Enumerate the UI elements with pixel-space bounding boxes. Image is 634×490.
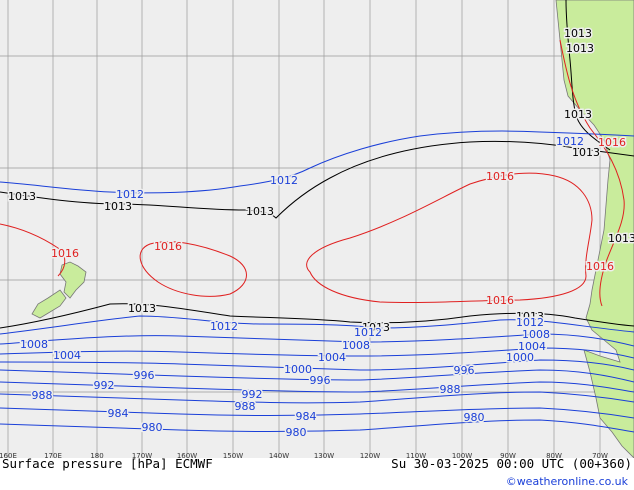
isobar-label-988: 988 [440,383,461,396]
isobar-984 [0,407,634,419]
isobar-label-988: 988 [235,400,256,413]
isobar-label-992: 992 [242,388,263,401]
longitude-label: 90W [500,452,516,460]
isobar-label-996: 996 [310,374,331,387]
longitude-labels: 160E 170E 180 170W 160W 150W 140W 130W 120W 110W 1… [0,452,634,464]
isobar-label-1012: 1012 [354,326,382,339]
longitude-label: 100W [451,452,473,460]
isobar-988 [0,391,634,404]
graticule [0,0,634,458]
longitude-label: 80W [546,452,562,460]
isobars [0,0,634,433]
isobar-label-996: 996 [134,369,155,382]
isobar-label-992: 992 [94,379,115,392]
isobar-label-1012: 1012 [556,135,584,148]
isobar-label-1012: 1012 [210,320,238,333]
isobar-label-1013: 1013 [246,205,274,218]
isobar-1016-coast [559,39,625,307]
isobar-label-1013: 1013 [104,200,132,213]
isobar-980 [0,419,634,433]
landmasses [31,0,634,458]
longitude-label: 160W [176,452,198,460]
isobar-label-1013: 1013 [572,146,600,159]
longitude-label: 140W [268,452,290,460]
isobar-label-1000: 1000 [284,363,312,376]
south-america-coast [555,0,634,458]
valid-time: Su 30-03-2025 00:00 UTC (00+360) [391,456,632,471]
south-island-nz [31,289,67,319]
isobar-label-980: 980 [464,411,485,424]
isobar-labels: 1013 1013 1013 1013 1013 1013 1013 1013 1013 1013… [7,26,634,441]
longitude-label: 130W [313,452,335,460]
isobar-label-1008: 1008 [522,328,550,341]
isobar-label-980: 980 [142,421,163,434]
isobar-996 [0,369,634,383]
longitude-label: 120W [359,452,381,460]
longitude-label: 110W [405,452,427,460]
longitude-label: 160E [0,452,17,460]
isobar-label-1004: 1004 [318,351,346,364]
isobar-label-1016: 1016 [598,136,626,149]
isobar-label-1008: 1008 [342,339,370,352]
isobar-1013-north [0,140,634,219]
isobar-label-1013: 1013 [564,27,592,40]
isobar-label-1016: 1016 [486,294,514,307]
isobar-label-1016: 1016 [486,170,514,183]
isobar-label-1013: 1013 [516,310,544,323]
isobar-label-984: 984 [108,407,129,420]
ocean-background [0,0,634,458]
isobar-label-1008: 1008 [20,338,48,351]
isobar-1012-north [0,130,634,194]
isobar-label-1016: 1016 [154,240,182,253]
isobar-label-1013: 1013 [564,108,592,121]
longitude-label: 170E [44,452,62,460]
isobar-label-1016: 1016 [51,247,79,260]
isobar-label-988: 988 [32,389,53,402]
isobar-1016-mid [139,241,247,297]
longitude-label: 180 [90,452,104,460]
isobar-label-1016: 1016 [586,260,614,273]
isobar-1004 [0,347,634,359]
longitude-label: 170W [131,452,153,460]
longitude-label: 150W [222,452,244,460]
isobar-label-984: 984 [296,410,317,423]
isobar-1000 [0,359,634,371]
isobar-992 [0,381,634,393]
isobar-label-1004: 1004 [53,349,81,362]
isobar-label-1012: 1012 [116,188,144,201]
isobar-label-1004: 1004 [518,340,546,353]
source-credit-link[interactable]: ©weatheronline.co.uk [505,475,628,488]
isobar-label-1012: 1012 [270,174,298,187]
map-footer: 160E 170E 180 170W 160W 150W 140W 130W 120W 110W 1… [0,452,634,490]
isobar-1016-east [306,172,593,304]
isobar-label-1013: 1013 [128,302,156,315]
isobar-label-1013: 1013 [362,321,390,334]
isobar-1012-south [0,315,634,335]
isobar-label-1013: 1013 [8,190,36,203]
isobar-label-1013: 1013 [608,232,634,245]
north-island-nz [59,261,87,299]
isobar-label-1012: 1012 [516,316,544,329]
isobar-label-980: 980 [286,426,307,439]
isobar-1013-south [0,303,634,329]
isobar-1008 [0,333,634,347]
isobar-label-1000: 1000 [506,351,534,364]
pressure-map: 1013 1013 1013 1013 1013 1013 1013 1013 1013 1013… [0,0,634,458]
isobar-1016-west [0,223,66,277]
map-title: Surface pressure [hPa] ECMWF [2,456,213,471]
isobar-label-1013: 1013 [566,42,594,55]
longitude-label: 70W [592,452,608,460]
isobar-label-996: 996 [454,364,475,377]
